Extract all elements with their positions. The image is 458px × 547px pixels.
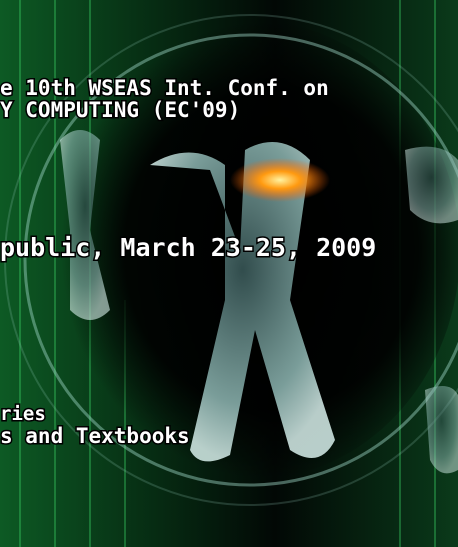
glow-band <box>230 158 330 202</box>
page: e 10th WSEAS Int. Conf. on Y COMPUTING (… <box>0 0 458 547</box>
cover: e 10th WSEAS Int. Conf. on Y COMPUTING (… <box>0 0 458 547</box>
date-line: public, March 23-25, 2009 <box>0 233 376 262</box>
title-line: Y COMPUTING (EC'09) <box>0 98 240 122</box>
title-line: e 10th WSEAS Int. Conf. on <box>0 76 329 100</box>
series-line: s and Textbooks <box>0 424 190 448</box>
series-line: ries <box>0 403 46 425</box>
chromosome-edge <box>405 147 458 224</box>
